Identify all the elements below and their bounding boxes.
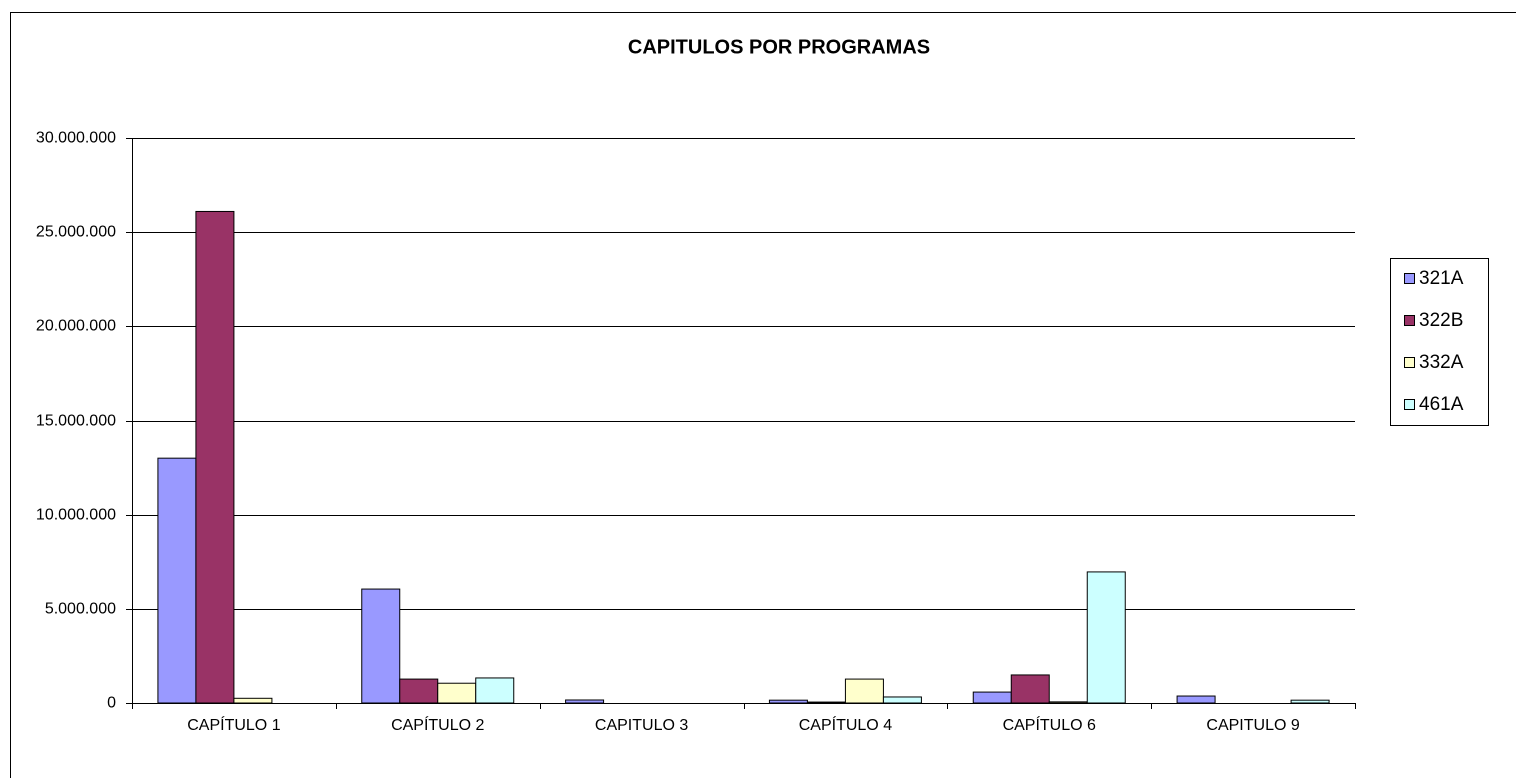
legend: [1390, 258, 1489, 426]
bar: [1048, 701, 1088, 704]
chart-title: CAPITULOS POR PROGRAMAS: [628, 36, 930, 58]
bar: [1010, 674, 1050, 704]
x-tick-label: CAPÍTULO 4: [799, 715, 892, 734]
bar: [195, 210, 235, 704]
bar: [475, 677, 515, 704]
x-tick-label: CAPITULO 3: [595, 717, 688, 734]
y-tick-label: 25.000.000: [36, 224, 116, 241]
bar: [844, 678, 884, 704]
legend-label: 322B: [1419, 310, 1463, 331]
bar: [1176, 695, 1216, 704]
bar: [806, 701, 846, 704]
bar: [399, 678, 439, 704]
x-tick-label: CAPÍTULO 6: [1003, 715, 1096, 734]
legend-label: 321A: [1419, 268, 1464, 289]
bar: [1290, 699, 1330, 704]
bar: [768, 699, 808, 704]
legend-swatch: [1404, 357, 1415, 368]
bar: [565, 699, 605, 704]
y-tick-label: 0: [107, 695, 116, 712]
x-tick-label: CAPITULO 9: [1206, 717, 1299, 734]
legend-swatch: [1404, 315, 1415, 326]
y-tick-label: 30.000.000: [36, 130, 116, 147]
bar: [972, 691, 1012, 704]
bar: [361, 588, 401, 704]
legend-swatch: [1404, 399, 1415, 410]
legend-swatch: [1404, 273, 1415, 284]
bar: [157, 457, 197, 704]
bar: [437, 682, 477, 704]
bar: [1086, 571, 1126, 704]
legend-label: 332A: [1419, 352, 1464, 373]
y-tick-label: 5.000.000: [45, 601, 116, 618]
x-tick-label: CAPÍTULO 2: [391, 715, 484, 734]
legend-label: 461A: [1419, 394, 1464, 415]
x-tick-label: CAPÍTULO 1: [187, 715, 280, 734]
y-tick-label: 20.000.000: [36, 318, 116, 335]
bar: [882, 696, 922, 704]
bar: [233, 697, 273, 704]
y-tick-label: 10.000.000: [36, 507, 116, 524]
y-tick-label: 15.000.000: [36, 413, 116, 430]
